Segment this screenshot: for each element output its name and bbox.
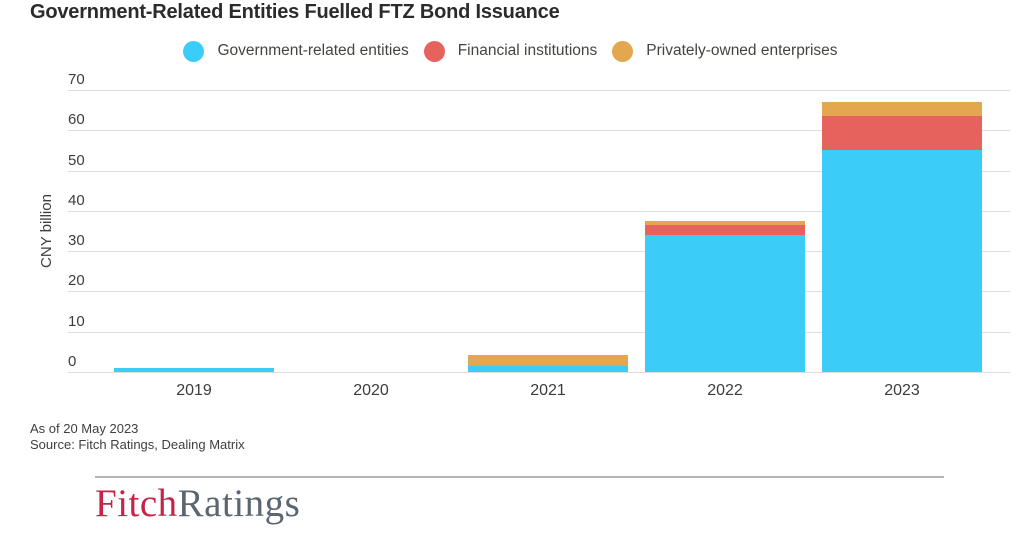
fitch-ratings-logo: FitchRatings xyxy=(95,483,300,525)
y-gridline xyxy=(68,170,1010,172)
y-tick-label: 10 xyxy=(68,312,85,330)
y-tick-label: 0 xyxy=(68,353,77,370)
legend-label: Privately-owned enterprises xyxy=(646,42,838,59)
footer-divider xyxy=(95,476,944,478)
bar-segment-2023-privately-owned-enterprises xyxy=(822,102,982,117)
footnote-source: Source: Fitch Ratings, Dealing Matrix xyxy=(30,437,245,452)
bar-segment-2021-privately-owned-enterprises xyxy=(468,355,628,366)
bar-segment-2022-privately-owned-enterprises xyxy=(645,220,805,225)
x-tick-label-2023: 2023 xyxy=(884,382,920,399)
legend-swatch-icon xyxy=(183,40,205,62)
bar-segment-2022-government-related-entities xyxy=(645,235,805,372)
bar-segment-2021-government-related-entities xyxy=(468,365,628,372)
y-gridline xyxy=(68,291,1010,293)
legend-label: Government-related entities xyxy=(217,42,409,59)
y-gridline xyxy=(68,372,1010,373)
y-tick-label: 50 xyxy=(68,151,85,169)
y-tick-label: 30 xyxy=(68,232,85,250)
y-gridline xyxy=(68,251,1010,253)
chart-title: Government-Related Entities Fuelled FTZ … xyxy=(30,1,560,23)
bar-segment-2023-government-related-entities xyxy=(822,150,982,372)
x-tick-label-2019: 2019 xyxy=(176,382,212,399)
legend-swatch-icon xyxy=(612,40,634,62)
y-gridline xyxy=(68,130,1010,132)
bar-chart: CNY billion 0 10 20 30 40 50 60 70 2019 2020 2021 2… xyxy=(0,70,1021,410)
logo-fitch: Fitch xyxy=(95,482,178,525)
logo-ratings: Ratings xyxy=(177,482,301,525)
y-tick-label: 40 xyxy=(68,191,85,209)
legend-item-0: Government-related entities xyxy=(183,40,409,62)
y-tick-label: 70 xyxy=(68,71,85,88)
y-gridline xyxy=(68,210,1010,212)
y-tick-label: 60 xyxy=(68,111,85,129)
x-tick-label-2022: 2022 xyxy=(707,382,743,399)
x-tick-label-2020: 2020 xyxy=(353,382,389,399)
bar-segment-2023-financial-institutions xyxy=(822,116,982,151)
bar-segment-2022-financial-institutions xyxy=(645,224,805,236)
y-gridline xyxy=(68,331,1010,333)
footnote-as-of: As of 20 May 2023 xyxy=(30,421,139,436)
y-axis-title: CNY billion xyxy=(38,194,55,268)
legend-label: Financial institutions xyxy=(457,42,598,59)
y-tick-label: 20 xyxy=(68,272,85,290)
x-tick-label-2021: 2021 xyxy=(530,382,566,399)
legend-item-1: Financial institutions xyxy=(423,40,598,62)
y-gridline xyxy=(68,90,1010,91)
legend-swatch-icon xyxy=(423,40,445,62)
bar-segment-2019-government-related-entities xyxy=(114,367,274,372)
legend-item-2: Privately-owned enterprises xyxy=(612,40,838,62)
legend: Government-related entities Financial ins… xyxy=(0,39,1021,63)
